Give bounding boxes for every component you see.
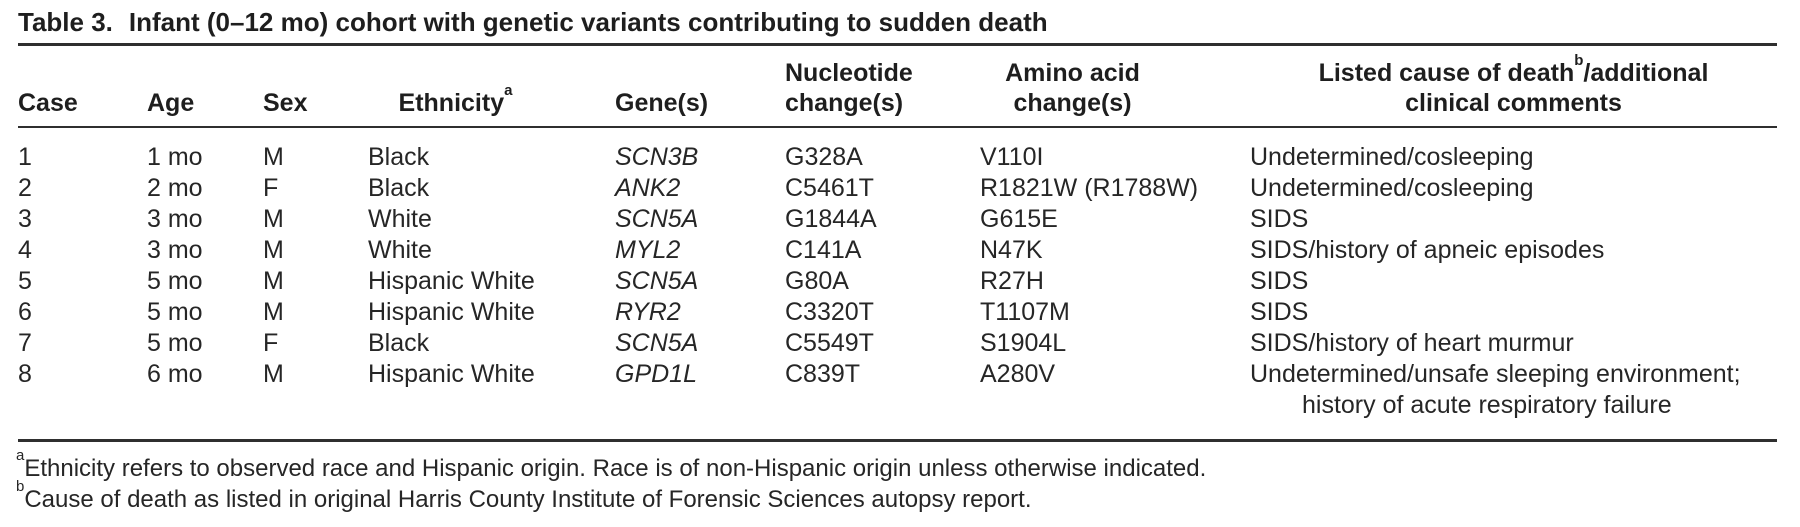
cell-nucleotide: C141A <box>785 236 862 264</box>
column-header-age: Age <box>147 44 263 128</box>
cell-amino: T1107M <box>980 298 1070 326</box>
cell-nucleotide: C3320T <box>785 298 874 326</box>
table-caption: Infant (0–12 mo) cohort with genetic var… <box>128 7 1048 37</box>
footnote-text: Ethnicity refers to observed race and Hi… <box>24 455 1207 482</box>
cell-age: 6 mo <box>147 360 203 388</box>
column-header-cause: Listed cause of deathb/additional clinica… <box>1250 44 1777 128</box>
cell-case: 7 <box>18 329 32 357</box>
cell-amino: S1904L <box>980 329 1067 357</box>
cell-age: 5 mo <box>147 267 203 295</box>
cell-ethnicity: Hispanic White <box>368 267 535 295</box>
cell-amino: V110I <box>980 143 1044 171</box>
cell-sex: F <box>263 329 279 357</box>
column-header-case: Case <box>18 44 147 128</box>
cell-gene: SCN5A <box>615 329 699 357</box>
table-row: 4 3 mo M White MYL2 C141A N47K SIDS/history of … <box>18 235 1777 266</box>
cell-amino: R1821W (R1788W) <box>980 174 1199 202</box>
cell-ethnicity: Black <box>368 143 430 171</box>
table-row: 1 1 mo M Black SCN3B G328A V110I Undetermined/c… <box>18 127 1777 173</box>
cell-nucleotide: G328A <box>785 143 863 171</box>
column-header-ethnicity: Ethnicitya <box>368 44 615 128</box>
cell-age: 1 mo <box>147 143 203 171</box>
cell-case: 3 <box>18 205 32 233</box>
cell-cause: Undetermined/cosleeping <box>1250 143 1534 171</box>
footnote-a: aEthnicity refers to observed race and H… <box>16 448 1800 484</box>
footnote-text: Cause of death as listed in original Har… <box>24 486 1032 513</box>
cell-ethnicity: Hispanic White <box>368 298 535 326</box>
cell-age: 5 mo <box>147 298 203 326</box>
cell-sex: M <box>263 298 284 326</box>
cell-amino: R27H <box>980 267 1044 295</box>
cell-cause: SIDS/history of apneic episodes <box>1250 236 1605 264</box>
table-row: 6 5 mo M Hispanic White RYR2 C3320T T1107M SIDS <box>18 297 1777 328</box>
table-row: 5 5 mo M Hispanic White SCN5A G80A R27H SIDS <box>18 266 1777 297</box>
cell-case: 6 <box>18 298 32 326</box>
table-body: 1 1 mo M Black SCN3B G328A V110I Undetermined/c… <box>18 127 1777 441</box>
cell-cause: Undetermined/cosleeping <box>1250 174 1534 202</box>
cell-case: 5 <box>18 267 32 295</box>
cell-age: 5 mo <box>147 329 203 357</box>
cell-ethnicity: White <box>368 205 432 233</box>
footnote-marker-b: b <box>16 478 25 496</box>
cell-case: 4 <box>18 236 32 264</box>
table-title: Table 3. Infant (0–12 mo) cohort with gen… <box>0 0 1800 37</box>
table-row: 2 2 mo F Black ANK2 C5461T R1821W (R1788W) Unde… <box>18 173 1777 204</box>
column-header-gene: Gene(s) <box>615 44 785 128</box>
cohort-table: Case Age Sex Ethnicitya Gene(s) Nucleotide cha… <box>18 43 1777 442</box>
cell-gene: SCN3B <box>615 143 699 171</box>
footnote-marker-a: a <box>16 447 25 465</box>
header-row: Case Age Sex Ethnicitya Gene(s) Nucleotide cha… <box>18 44 1777 128</box>
cell-nucleotide: C5549T <box>785 329 874 357</box>
cell-amino: A280V <box>980 360 1056 388</box>
cell-nucleotide: G1844A <box>785 205 877 233</box>
cell-sex: F <box>263 174 279 202</box>
footnote-b: bCause of death as listed in original Ha… <box>16 479 1800 515</box>
cell-cause: Undetermined/unsafe sleeping environment… <box>1250 360 1741 419</box>
cell-gene: MYL2 <box>615 236 681 264</box>
cell-age: 3 mo <box>147 236 203 264</box>
cell-ethnicity: Black <box>368 174 430 202</box>
cell-case: 2 <box>18 174 32 202</box>
cell-ethnicity: Black <box>368 329 430 357</box>
cell-cause: SIDS <box>1250 267 1309 295</box>
cell-ethnicity: White <box>368 236 432 264</box>
cell-age: 2 mo <box>147 174 203 202</box>
cell-age: 3 mo <box>147 205 203 233</box>
cell-gene: SCN5A <box>615 267 699 295</box>
column-header-nucleotide: Nucleotide change(s) <box>785 44 980 128</box>
cell-cause: SIDS/history of heart murmur <box>1250 329 1574 357</box>
table-row: 7 5 mo F Black SCN5A C5549T S1904L SIDS/history… <box>18 328 1777 359</box>
cell-gene: ANK2 <box>615 174 681 202</box>
cell-sex: M <box>263 236 284 264</box>
cell-cause: SIDS <box>1250 205 1309 233</box>
cell-sex: M <box>263 360 284 388</box>
footnote-marker-a: a <box>504 81 513 99</box>
cell-gene: GPD1L <box>615 360 697 388</box>
column-header-sex: Sex <box>263 44 368 128</box>
cell-case: 8 <box>18 360 32 388</box>
cell-gene: SCN5A <box>615 205 699 233</box>
cell-cause: SIDS <box>1250 298 1309 326</box>
table-row: 8 6 mo M Hispanic White GPD1L C839T A280V Undet… <box>18 359 1777 441</box>
cell-gene: RYR2 <box>615 298 681 326</box>
table-number: Table 3. <box>18 7 113 37</box>
cell-nucleotide: C839T <box>785 360 861 388</box>
cell-ethnicity: Hispanic White <box>368 360 535 388</box>
cell-amino: N47K <box>980 236 1043 264</box>
table-row: 3 3 mo M White SCN5A G1844A G615E SIDS <box>18 204 1777 235</box>
cell-amino: G615E <box>980 205 1058 233</box>
footnote-marker-b: b <box>1574 51 1584 69</box>
cell-nucleotide: G80A <box>785 267 849 295</box>
cell-sex: M <box>263 267 284 295</box>
footnotes: aEthnicity refers to observed race and H… <box>16 448 1800 515</box>
cell-nucleotide: C5461T <box>785 174 874 202</box>
cell-sex: M <box>263 205 284 233</box>
column-header-amino: Amino acid change(s) <box>980 44 1250 128</box>
cell-case: 1 <box>18 143 32 171</box>
cell-sex: M <box>263 143 284 171</box>
